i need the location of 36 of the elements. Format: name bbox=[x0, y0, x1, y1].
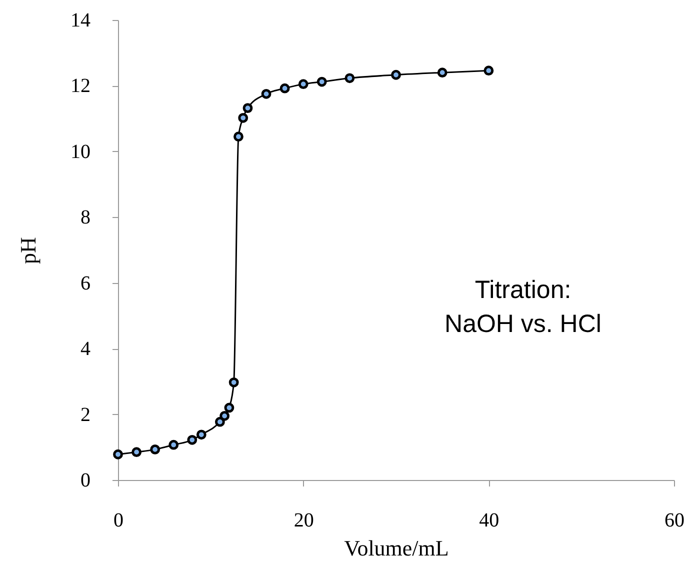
y-axis-title: pH bbox=[16, 236, 40, 264]
point bbox=[150, 444, 160, 454]
point bbox=[168, 440, 179, 450]
y-tick-label: 10 bbox=[70, 140, 90, 163]
point bbox=[238, 112, 248, 123]
y-tick-label: 14 bbox=[70, 10, 90, 32]
point bbox=[220, 410, 230, 421]
point bbox=[234, 132, 244, 142]
point bbox=[484, 66, 494, 76]
point bbox=[280, 83, 290, 94]
y-tick-label: 0 bbox=[80, 470, 90, 492]
point bbox=[224, 402, 234, 413]
x-tick-label: 40 bbox=[479, 510, 500, 532]
y-tick-label: 2 bbox=[80, 404, 90, 426]
point bbox=[344, 73, 355, 84]
x-tick-label: 0 bbox=[114, 510, 124, 532]
x-tick-label: 60 bbox=[664, 510, 684, 532]
point bbox=[214, 416, 225, 427]
point bbox=[132, 447, 142, 458]
point bbox=[242, 103, 253, 114]
point bbox=[316, 76, 327, 87]
y-tick-label: 12 bbox=[70, 75, 90, 98]
y-tick-label: 8 bbox=[80, 206, 90, 229]
point bbox=[187, 434, 198, 445]
annotation: Titration: NaOH vs. HCl bbox=[444, 276, 602, 338]
x-tick-label: 20 bbox=[294, 510, 314, 532]
point bbox=[391, 70, 401, 80]
y-tick-label: 4 bbox=[80, 338, 90, 360]
y-tick-label: 6 bbox=[80, 272, 90, 294]
point bbox=[228, 377, 239, 388]
point bbox=[261, 88, 272, 99]
x-axis-title: Volume/mL bbox=[344, 536, 449, 560]
point bbox=[298, 79, 308, 90]
point bbox=[113, 449, 123, 460]
point bbox=[196, 430, 206, 440]
point bbox=[437, 68, 448, 78]
